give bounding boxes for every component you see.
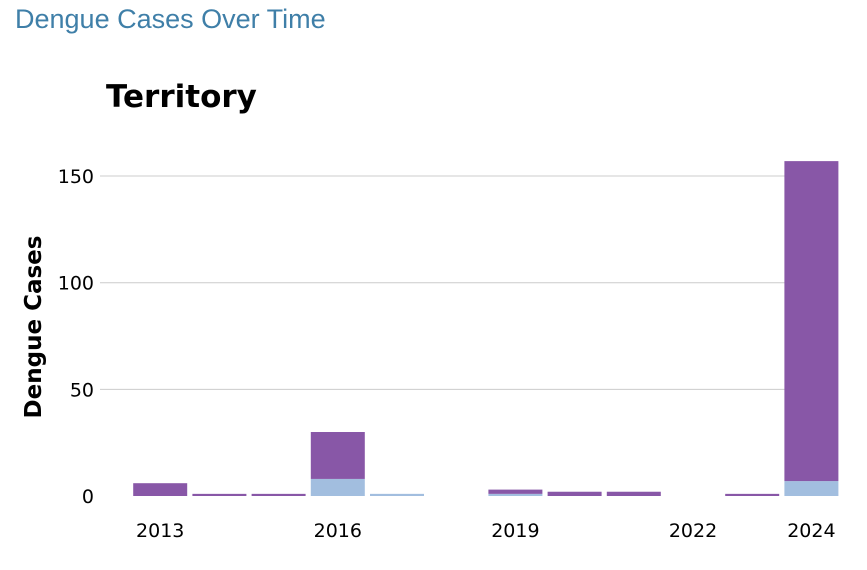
chart-title: Territory	[106, 79, 257, 115]
bar	[606, 491, 661, 496]
bar	[370, 493, 424, 496]
x-tick-layer: 2013 2016 2019 2022 2024	[136, 520, 836, 542]
bar	[488, 489, 543, 494]
grid-layer	[100, 175, 818, 390]
bar	[784, 161, 839, 482]
x-tick-label: 2024	[787, 520, 835, 542]
x-tick-label: 2019	[491, 520, 539, 542]
page-title: Dengue Cases Over Time	[15, 4, 326, 34]
y-tick-label: 50	[70, 379, 94, 401]
bar	[547, 491, 602, 496]
x-tick-label: 2013	[136, 520, 184, 542]
bar	[310, 432, 365, 479]
bar-layer	[133, 161, 839, 496]
x-tick-label: 2016	[314, 520, 362, 542]
y-tick-label: 100	[58, 273, 94, 295]
y-axis-label: Dengue Cases	[21, 236, 47, 419]
bar	[251, 493, 306, 496]
bar	[192, 493, 247, 496]
bar	[310, 478, 365, 496]
y-tick-label: 150	[58, 166, 94, 188]
x-tick-label: 2022	[669, 520, 717, 542]
y-tick-label: 0	[82, 486, 94, 508]
bar	[725, 493, 780, 496]
y-tick-layer: 0 50 100 150	[58, 166, 94, 508]
bar	[488, 493, 543, 496]
bar	[784, 481, 839, 496]
bar	[133, 483, 188, 496]
